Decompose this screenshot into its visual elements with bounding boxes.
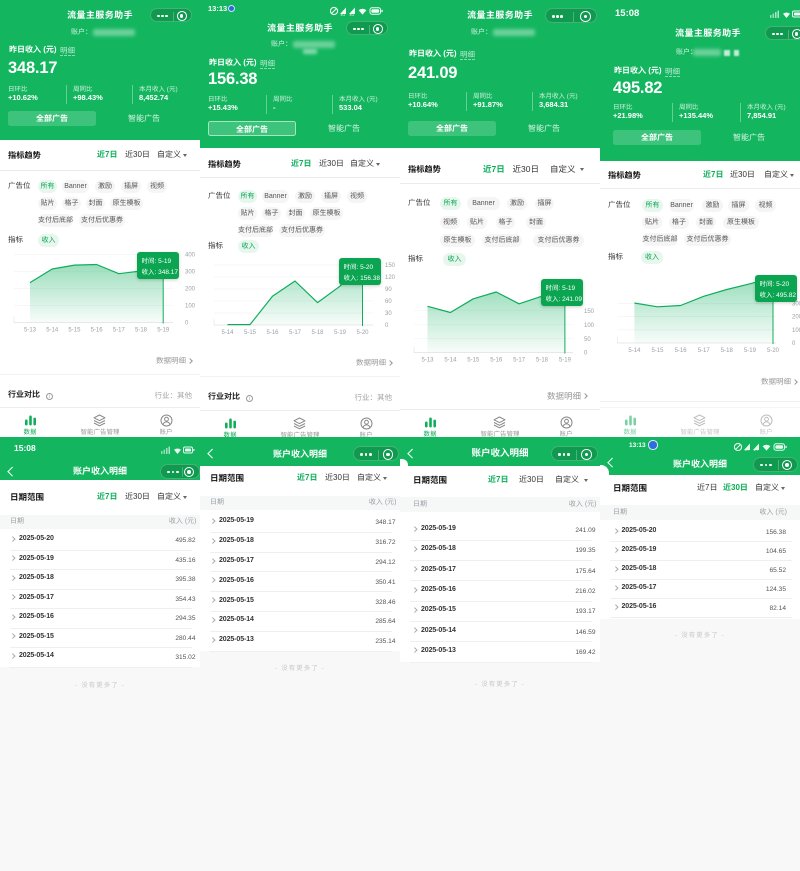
svg-text:5-18: 5-18 — [135, 325, 148, 334]
svg-text:4G: 4G — [350, 13, 355, 16]
svg-text:5-17: 5-17 — [698, 345, 711, 354]
svg-text:5-19: 5-19 — [334, 327, 347, 336]
svg-text:5-19: 5-19 — [744, 345, 757, 354]
svg-text:60: 60 — [385, 296, 392, 305]
svg-text:30: 30 — [385, 308, 392, 317]
svg-text:5-20: 5-20 — [356, 327, 369, 336]
svg-text:4G: 4G — [341, 13, 346, 16]
svg-text:0: 0 — [584, 348, 588, 357]
svg-text:400: 400 — [185, 250, 196, 259]
svg-text:150: 150 — [385, 260, 396, 269]
svg-text:5-16: 5-16 — [490, 355, 503, 364]
svg-text:5-15: 5-15 — [651, 345, 664, 354]
svg-text:120: 120 — [385, 272, 396, 281]
svg-text:5-16: 5-16 — [675, 345, 688, 354]
svg-text:5-15: 5-15 — [68, 325, 81, 334]
svg-text:100: 100 — [792, 325, 800, 334]
svg-text:5-16: 5-16 — [266, 327, 279, 336]
svg-text:5-18: 5-18 — [311, 327, 324, 336]
svg-text:5-16: 5-16 — [91, 325, 104, 334]
svg-text:5-13: 5-13 — [24, 325, 37, 334]
svg-text:0: 0 — [185, 318, 189, 327]
svg-text:150: 150 — [584, 306, 595, 315]
svg-text:5-14: 5-14 — [221, 327, 234, 336]
svg-text:100: 100 — [584, 320, 595, 329]
svg-text:300: 300 — [792, 298, 800, 307]
svg-text:5-15: 5-15 — [467, 355, 480, 364]
svg-text:5-14: 5-14 — [46, 325, 59, 334]
svg-text:5-18: 5-18 — [721, 345, 734, 354]
svg-text:100: 100 — [185, 301, 196, 310]
svg-text:5-13: 5-13 — [421, 355, 434, 364]
svg-text:50: 50 — [584, 334, 591, 343]
svg-text:5-14: 5-14 — [628, 345, 641, 354]
svg-text:5-15: 5-15 — [244, 327, 257, 336]
svg-text:4G: 4G — [745, 448, 750, 451]
svg-text:200: 200 — [792, 312, 800, 321]
svg-text:5-14: 5-14 — [444, 355, 457, 364]
svg-text:90: 90 — [385, 284, 392, 293]
svg-text:5-19: 5-19 — [157, 325, 170, 334]
svg-text:5-17: 5-17 — [513, 355, 526, 364]
svg-text:4G: 4G — [754, 448, 759, 451]
svg-text:5-20: 5-20 — [767, 345, 780, 354]
svg-text:0: 0 — [792, 338, 796, 347]
svg-text:300: 300 — [185, 267, 196, 276]
svg-text:5-18: 5-18 — [536, 355, 549, 364]
svg-text:5-17: 5-17 — [289, 327, 302, 336]
svg-text:200: 200 — [185, 284, 196, 293]
svg-text:0: 0 — [385, 320, 389, 329]
svg-text:5-19: 5-19 — [559, 355, 572, 364]
svg-text:5-17: 5-17 — [113, 325, 126, 334]
